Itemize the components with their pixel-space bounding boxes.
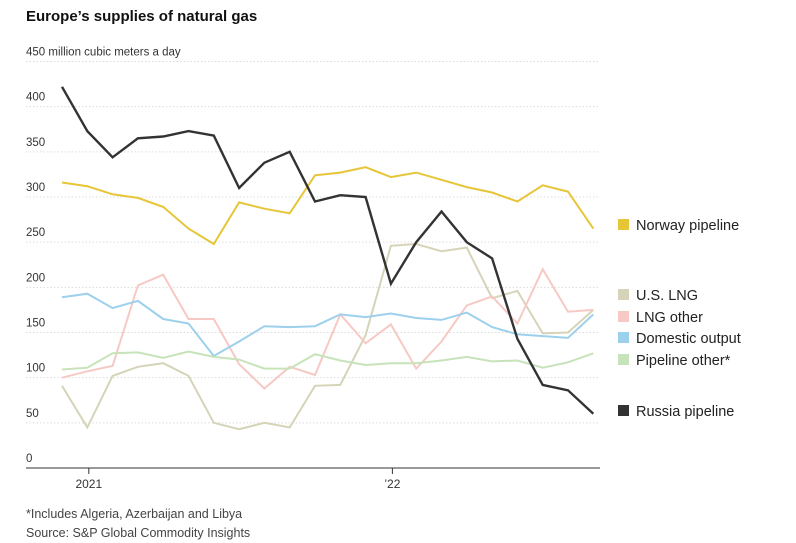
legend-swatch-norway-pipeline [618, 219, 629, 230]
legend-label-pipeline-other: Pipeline other* [636, 353, 731, 369]
legend-label-u-s-lng: U.S. LNG [636, 288, 698, 304]
legend-swatch-domestic-output [618, 332, 629, 343]
y-tick-label: 50 [26, 408, 39, 420]
legend: Norway pipeline U.S. LNG LNG other Domestic… [618, 218, 741, 420]
legend-swatch-russia-pipeline [618, 405, 629, 416]
x-tick-label: 2021 [75, 477, 102, 491]
legend-label-norway-pipeline: Norway pipeline [636, 218, 739, 234]
y-tick-label: 100 [26, 363, 45, 375]
legend-swatch-u-s-lng [618, 289, 629, 300]
gridlines [26, 61, 600, 424]
y-tick-label: 150 [26, 318, 45, 330]
series-line-u-s-lng [61, 242, 594, 431]
y-tick-label: 0 [26, 453, 32, 465]
y-tick-label: 350 [26, 137, 45, 149]
legend-label-domestic-output: Domestic output [636, 331, 741, 347]
series-lines [60, 86, 595, 431]
source-note: Source: S&P Global Commodity Insights [26, 526, 251, 540]
legend-label-lng-other: LNG other [636, 310, 703, 326]
x-axis: 2021 ’22 [26, 467, 600, 491]
legend-swatch-lng-other [618, 311, 629, 322]
y-tick-label: 450 million cubic meters a day [26, 47, 181, 59]
y-tick-label: 200 [26, 272, 45, 284]
y-axis-ticks: 0 50 100 150 200 250 300 350 400 450 million cubi… [26, 47, 181, 466]
chart-title: Europe’s supplies of natural gas [26, 8, 258, 25]
y-tick-label: 300 [26, 182, 45, 194]
legend-swatch-pipeline-other [618, 354, 629, 365]
series-line-pipeline-other [61, 350, 594, 371]
x-tick-label: ’22 [384, 477, 400, 491]
y-tick-label: 400 [26, 92, 45, 104]
series-line-domestic-output [61, 292, 594, 358]
legend-label-russia-pipeline: Russia pipeline [636, 404, 734, 420]
series-line-russia-pipeline [60, 86, 595, 415]
footnote: *Includes Algeria, Azerbaijan and Libya [26, 507, 243, 521]
y-tick-label: 250 [26, 227, 45, 239]
series-line-norway-pipeline [61, 166, 595, 246]
series-line-lng-other [61, 267, 594, 390]
